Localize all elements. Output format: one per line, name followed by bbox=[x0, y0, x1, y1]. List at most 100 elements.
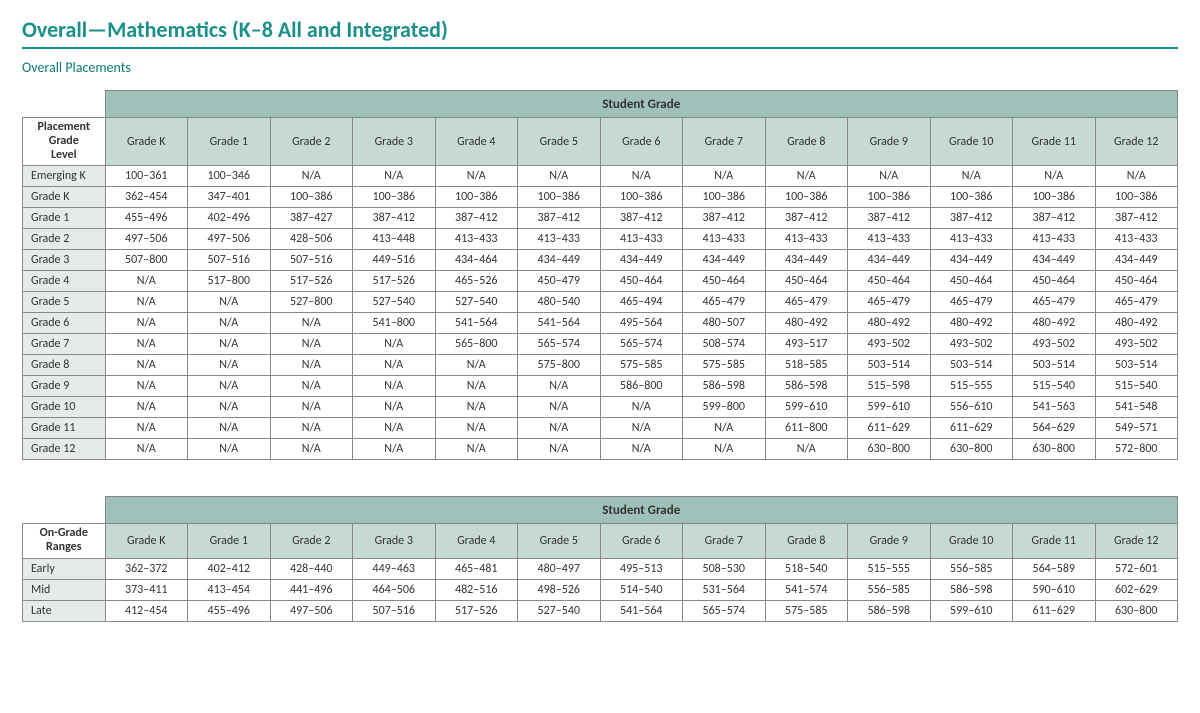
table-cell: 480–492 bbox=[1095, 313, 1178, 334]
table-cell: 412–454 bbox=[105, 600, 188, 621]
table-cell: 508–574 bbox=[683, 334, 766, 355]
table-row: Grade 2497–506497–506428–506413–448413–4… bbox=[23, 229, 1178, 250]
table-cell: 565–574 bbox=[518, 334, 601, 355]
table-cell: 611–629 bbox=[848, 418, 931, 439]
table-cell: 630–800 bbox=[1095, 600, 1178, 621]
table-cell: 434–449 bbox=[765, 250, 848, 271]
table-cell: 498–526 bbox=[518, 579, 601, 600]
table-cell: N/A bbox=[353, 376, 436, 397]
column-header: Grade 5 bbox=[518, 118, 601, 166]
table-cell: N/A bbox=[435, 439, 518, 460]
table-cell: 465–479 bbox=[1095, 292, 1178, 313]
table-cell: 450–479 bbox=[518, 271, 601, 292]
table-cell: 493–517 bbox=[765, 334, 848, 355]
table-cell: 586–598 bbox=[930, 579, 1013, 600]
table-cell: 565–800 bbox=[435, 334, 518, 355]
table-cell: 402–412 bbox=[188, 558, 271, 579]
table-cell: 630–800 bbox=[848, 439, 931, 460]
table-cell: 556–585 bbox=[848, 579, 931, 600]
table-cell: 541–548 bbox=[1095, 397, 1178, 418]
table-cell: 387–412 bbox=[435, 208, 518, 229]
on-grade-ranges-header: On-GradeRanges bbox=[23, 524, 106, 559]
table-cell: 100–386 bbox=[353, 187, 436, 208]
table-cell: 413–433 bbox=[848, 229, 931, 250]
table-cell: N/A bbox=[1013, 166, 1096, 187]
table-cell: 387–412 bbox=[518, 208, 601, 229]
student-grade-header: Student Grade bbox=[105, 91, 1178, 118]
table-cell: 100–361 bbox=[105, 166, 188, 187]
table-cell: 387–412 bbox=[600, 208, 683, 229]
table-cell: 413–433 bbox=[518, 229, 601, 250]
table-cell: 434–449 bbox=[930, 250, 1013, 271]
table-cell: 541–800 bbox=[353, 313, 436, 334]
table-cell: 564–629 bbox=[1013, 418, 1096, 439]
table-cell: 413–433 bbox=[683, 229, 766, 250]
table-cell: N/A bbox=[105, 439, 188, 460]
table-cell: 434–464 bbox=[435, 250, 518, 271]
placements-table: Student GradePlacementGradeLevelGrade KG… bbox=[22, 90, 1178, 460]
table-cell: 541–564 bbox=[435, 313, 518, 334]
table-cell: N/A bbox=[270, 418, 353, 439]
table-cell: 518–585 bbox=[765, 355, 848, 376]
table-cell: N/A bbox=[270, 166, 353, 187]
table-cell: 387–412 bbox=[1013, 208, 1096, 229]
column-header: Grade 2 bbox=[270, 118, 353, 166]
table-cell: N/A bbox=[518, 376, 601, 397]
table-cell: N/A bbox=[270, 397, 353, 418]
table-cell: 434–449 bbox=[1013, 250, 1096, 271]
blank-corner bbox=[23, 91, 106, 118]
row-label: Emerging K bbox=[23, 166, 106, 187]
table-cell: N/A bbox=[930, 166, 1013, 187]
table-cell: 464–506 bbox=[353, 579, 436, 600]
table-cell: 507–516 bbox=[353, 600, 436, 621]
table-cell: N/A bbox=[518, 439, 601, 460]
table-cell: 503–514 bbox=[848, 355, 931, 376]
column-header: Grade 1 bbox=[188, 524, 271, 559]
row-label: Grade 9 bbox=[23, 376, 106, 397]
table-cell: 590–610 bbox=[1013, 579, 1096, 600]
row-label: Grade 11 bbox=[23, 418, 106, 439]
table-cell: N/A bbox=[435, 355, 518, 376]
row-label: Grade 12 bbox=[23, 439, 106, 460]
table-row: Grade 4N/A517–800517–526517–526465–52645… bbox=[23, 271, 1178, 292]
table-cell: N/A bbox=[435, 166, 518, 187]
table-cell: 517–526 bbox=[353, 271, 436, 292]
row-label: Mid bbox=[23, 579, 106, 600]
table-cell: 507–516 bbox=[270, 250, 353, 271]
table-cell: 514–540 bbox=[600, 579, 683, 600]
table-cell: 480–507 bbox=[683, 313, 766, 334]
table-cell: N/A bbox=[105, 271, 188, 292]
row-label: Grade 7 bbox=[23, 334, 106, 355]
table-row: Grade 5N/AN/A527–800527–540527–540480–54… bbox=[23, 292, 1178, 313]
column-header: Grade 9 bbox=[848, 118, 931, 166]
table-cell: N/A bbox=[270, 355, 353, 376]
table-cell: N/A bbox=[848, 166, 931, 187]
table-cell: 507–800 bbox=[105, 250, 188, 271]
table-cell: 527–540 bbox=[435, 292, 518, 313]
table-cell: 586–598 bbox=[765, 376, 848, 397]
table-cell: N/A bbox=[105, 355, 188, 376]
table-cell: 602–629 bbox=[1095, 579, 1178, 600]
row-label: Early bbox=[23, 558, 106, 579]
table-cell: N/A bbox=[435, 418, 518, 439]
table-cell: 630–800 bbox=[930, 439, 1013, 460]
column-header: Grade 2 bbox=[270, 524, 353, 559]
table-cell: N/A bbox=[270, 439, 353, 460]
table-cell: 362–372 bbox=[105, 558, 188, 579]
table-cell: 497–506 bbox=[270, 600, 353, 621]
blank-corner bbox=[23, 497, 106, 524]
table-row: Grade K362–454347–401100–386100–386100–3… bbox=[23, 187, 1178, 208]
table-cell: 575–800 bbox=[518, 355, 601, 376]
table-cell: 549–571 bbox=[1095, 418, 1178, 439]
table-row: Grade 12N/AN/AN/AN/AN/AN/AN/AN/AN/A630–8… bbox=[23, 439, 1178, 460]
table-cell: 465–479 bbox=[930, 292, 1013, 313]
table-cell: 564–589 bbox=[1013, 558, 1096, 579]
table-cell: 572–800 bbox=[1095, 439, 1178, 460]
column-header: Grade 4 bbox=[435, 524, 518, 559]
column-header: Grade 9 bbox=[848, 524, 931, 559]
table-cell: 100–386 bbox=[1013, 187, 1096, 208]
table-cell: 572–601 bbox=[1095, 558, 1178, 579]
placement-grade-level-header: PlacementGradeLevel bbox=[23, 118, 106, 166]
ongrade-ranges-table: Student GradeOn-GradeRangesGrade KGrade … bbox=[22, 496, 1178, 622]
table-cell: 503–514 bbox=[1095, 355, 1178, 376]
